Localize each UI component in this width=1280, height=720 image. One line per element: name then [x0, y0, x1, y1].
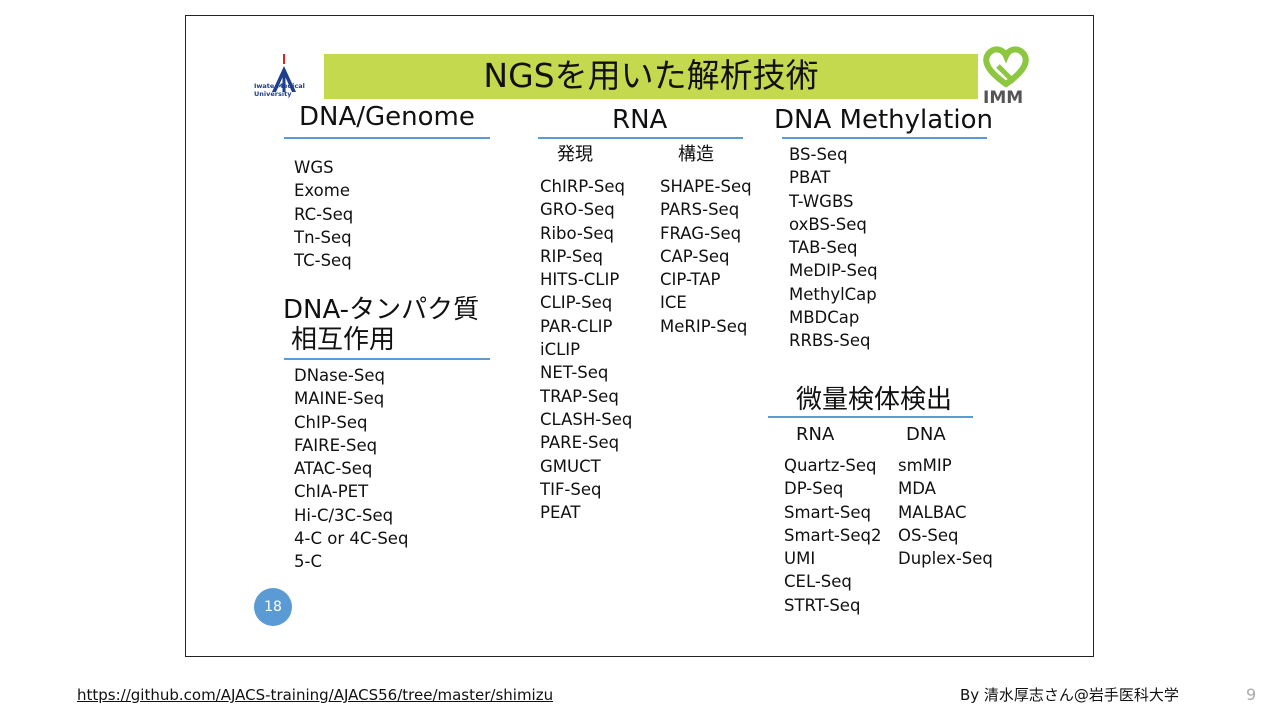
micro-sample-heading: 微量検体検出 [796, 385, 953, 415]
list-item: HITS-CLIP [540, 270, 620, 290]
methylation-heading: DNA Methylation [774, 105, 993, 135]
list-item: TRAP-Seq [540, 386, 619, 406]
dna-genome-list: WGS Exome RC-Seq Tn-Seq TC-Seq [294, 156, 353, 272]
list-item: MethylCap [789, 284, 877, 304]
list-item: ChIRP-Seq [540, 177, 625, 196]
list-item: CLASH-Seq [540, 409, 633, 429]
rna-structure-list: SHAPE-Seq PARS-Seq FRAG-Seq CAP-Seq CIP-… [660, 175, 752, 338]
micro-rna-label: RNA [796, 424, 835, 445]
list-item: Smart-Seq2 [784, 525, 882, 545]
dna-protein-heading-line1: DNA-タンパク質 [283, 295, 480, 325]
list-item: PARE-Seq [540, 433, 620, 453]
list-item: CEL-Seq [784, 572, 852, 592]
iwate-medical-university-logo: Iwate Medical University [254, 52, 314, 102]
slide: Iwate Medical University NGSを用いた解析技術 IMM… [185, 15, 1094, 657]
list-item: CLIP-Seq [540, 293, 613, 313]
list-item: smMIP [898, 456, 952, 475]
slide-number-badge: 18 [254, 588, 292, 626]
university-name-text: Iwate Medical University [254, 82, 305, 98]
dna-protein-list: DNase-Seq MAINE-Seq ChIP-Seq FAIRE-Seq A… [294, 364, 408, 574]
list-item: OS-Seq [898, 525, 959, 545]
list-item: FRAG-Seq [660, 223, 742, 243]
list-item: Duplex-Seq [898, 549, 993, 569]
list-item: Tn-Seq [294, 227, 352, 247]
list-item: Quartz-Seq [784, 456, 877, 475]
list-item: iCLIP [540, 340, 581, 360]
dna-protein-rule [284, 358, 490, 360]
methylation-list: BS-Seq PBAT T-WGBS oxBS-Seq TAB-Seq MeDI… [789, 143, 878, 353]
list-item: Exome [294, 181, 351, 201]
credit-text: By 清水厚志さん@岩手医科大学 [960, 686, 1179, 704]
rna-rule [538, 137, 743, 139]
list-item: ChIP-Seq [294, 412, 368, 432]
list-item: CIP-TAP [660, 270, 721, 290]
list-item: RIP-Seq [540, 246, 603, 266]
list-item: UMI [784, 549, 816, 569]
list-item: ChIA-PET [294, 482, 369, 502]
university-emblem-icon [272, 54, 296, 92]
list-item: TIF-Seq [540, 479, 602, 499]
rna-heading: RNA [612, 105, 668, 135]
title-banner: NGSを用いた解析技術 [324, 54, 978, 99]
list-item: TAB-Seq [789, 238, 858, 258]
list-item: PBAT [789, 168, 831, 188]
github-link[interactable]: https://github.com/AJACS-training/AJACS5… [77, 686, 554, 704]
list-item: MAINE-Seq [294, 389, 385, 409]
list-item: ATAC-Seq [294, 459, 373, 479]
list-item: CAP-Seq [660, 246, 730, 266]
list-item: PARS-Seq [660, 200, 740, 220]
list-item: RC-Seq [294, 204, 354, 224]
rna-structure-label: 構造 [678, 144, 714, 165]
list-item: T-WGBS [789, 191, 854, 211]
micro-dna-label: DNA [906, 424, 946, 445]
rna-expression-label: 発現 [557, 144, 593, 165]
rna-expression-list: ChIRP-Seq GRO-Seq Ribo-Seq RIP-Seq HITS-… [540, 175, 632, 524]
list-item: BS-Seq [789, 145, 848, 164]
list-item: GRO-Seq [540, 200, 615, 220]
imm-logo-text: IMM [983, 88, 1024, 108]
list-item: FAIRE-Seq [294, 435, 378, 455]
list-item: Smart-Seq [784, 502, 871, 522]
list-item: WGS [294, 158, 334, 177]
heart-ribbon-icon [983, 46, 1029, 88]
list-item: NET-Seq [540, 363, 609, 383]
list-item: MDA [898, 479, 936, 499]
methylation-rule [782, 137, 987, 139]
list-item: MeDIP-Seq [789, 261, 878, 281]
list-item: Hi-C/3C-Seq [294, 505, 394, 525]
page-number: 9 [1246, 685, 1257, 704]
list-item: GMUCT [540, 456, 601, 476]
dna-genome-heading: DNA/Genome [299, 102, 475, 132]
imm-logo: IMM [981, 44, 1031, 109]
list-item: RRBS-Seq [789, 331, 871, 351]
micro-dna-list: smMIP MDA MALBAC OS-Seq Duplex-Seq [898, 454, 993, 570]
list-item: PAR-CLIP [540, 316, 613, 336]
micro-rna-list: Quartz-Seq DP-Seq Smart-Seq Smart-Seq2 U… [784, 454, 881, 617]
list-item: 5-C [294, 552, 322, 572]
list-item: DP-Seq [784, 479, 844, 499]
list-item: SHAPE-Seq [660, 177, 752, 196]
dna-genome-rule [284, 137, 490, 139]
list-item: ICE [660, 293, 687, 313]
list-item: STRT-Seq [784, 595, 861, 615]
list-item: Ribo-Seq [540, 223, 614, 243]
list-item: MeRIP-Seq [660, 316, 748, 336]
list-item: TC-Seq [294, 251, 352, 271]
slide-title: NGSを用いた解析技術 [483, 56, 819, 95]
list-item: DNase-Seq [294, 366, 385, 385]
list-item: MBDCap [789, 308, 860, 328]
list-item: oxBS-Seq [789, 214, 867, 234]
list-item: PEAT [540, 503, 581, 523]
list-item: 4-C or 4C-Seq [294, 529, 409, 549]
micro-sample-rule [768, 416, 973, 418]
dna-protein-heading-line2: 相互作用 [291, 325, 396, 355]
list-item: MALBAC [898, 502, 967, 522]
